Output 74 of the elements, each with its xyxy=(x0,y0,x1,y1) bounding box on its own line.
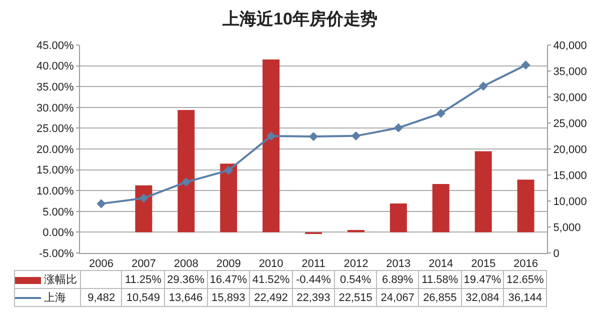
point xyxy=(139,194,148,203)
y-tick-label: -5.00% xyxy=(38,248,74,260)
bar xyxy=(262,59,280,232)
data-label: 19.47% xyxy=(461,270,504,288)
y-tick-label: 5.00% xyxy=(42,206,74,218)
y2-tick-label: 40,000 xyxy=(553,40,587,52)
x-tick-label: 2011 xyxy=(302,258,326,270)
y-tick-label: 10.00% xyxy=(36,185,74,198)
x-tick-label: 2015 xyxy=(471,258,496,270)
y2-tick-label: 15,000 xyxy=(553,170,587,182)
y-tick-label: 0.00% xyxy=(42,227,74,240)
point xyxy=(266,131,276,141)
data-label: 15,893 xyxy=(207,288,250,306)
data-label: 22,515 xyxy=(334,288,377,306)
y2-tick-label: 25,000 xyxy=(553,118,587,130)
data-label: 9,482 xyxy=(80,288,122,306)
bar xyxy=(432,184,450,232)
y2-tick-label: 35,000 xyxy=(553,66,587,78)
y-tick-label: 40.00% xyxy=(36,60,74,73)
point xyxy=(308,132,318,142)
point xyxy=(182,177,191,187)
data-label: 0.54% xyxy=(334,270,377,288)
x-tick-label: 2016 xyxy=(514,258,538,270)
data-label: 10,549 xyxy=(122,288,164,306)
y2-tick-label: 30,000 xyxy=(553,92,587,104)
chart-title: 上海近10年房价走势 xyxy=(222,10,378,29)
bar xyxy=(474,151,492,232)
data-label: 36,144 xyxy=(504,288,546,306)
x-tick-label: 2010 xyxy=(258,258,284,270)
x-tick-label: 2006 xyxy=(88,258,114,270)
data-label: 26,855 xyxy=(418,288,462,306)
data-label: 32,084 xyxy=(461,288,504,306)
data-label: 29.36% xyxy=(164,270,208,288)
data-label: 41.52% xyxy=(250,270,292,288)
data-label: 22,492 xyxy=(250,288,292,306)
bar xyxy=(220,164,238,232)
point xyxy=(478,82,488,91)
data-label: 6.89% xyxy=(376,270,419,288)
data-label: 16.47% xyxy=(207,270,250,288)
y-tick-label: 30.00% xyxy=(36,102,74,114)
data-label: 22,393 xyxy=(292,288,335,306)
data-label: 11.58% xyxy=(418,270,462,288)
bar xyxy=(390,204,407,232)
point xyxy=(96,199,106,208)
legend-label: 涨幅比 xyxy=(44,274,77,286)
bar xyxy=(135,185,152,232)
data-label: 11.25% xyxy=(122,270,164,288)
x-tick-label: 2014 xyxy=(428,258,454,270)
point xyxy=(351,131,360,140)
bar xyxy=(517,180,534,232)
y-tick-label: 35.00% xyxy=(36,81,74,94)
data-label: 24,067 xyxy=(376,288,419,306)
point xyxy=(224,166,234,175)
y-tick-label: 25.00% xyxy=(36,123,74,136)
data-label: 13,646 xyxy=(164,288,208,306)
point xyxy=(436,108,446,118)
x-tick-label: 2008 xyxy=(174,258,198,270)
x-tick-label: 2013 xyxy=(386,258,411,270)
y-tick-label: 45.00% xyxy=(36,40,74,52)
x-tick-label: 2007 xyxy=(131,258,156,270)
y2-tick-label: 0 xyxy=(553,248,560,260)
bar xyxy=(178,110,195,232)
x-tick-label: 2009 xyxy=(216,258,241,270)
data-label: 12.65% xyxy=(504,270,546,288)
point xyxy=(521,60,530,70)
y2-tick-label: 10,000 xyxy=(553,196,587,208)
y2-tick-label: 5,000 xyxy=(553,222,581,234)
data-label: -0.44% xyxy=(292,270,335,288)
x-tick-label: 2012 xyxy=(344,258,368,270)
y-tick-label: 20.00% xyxy=(36,144,74,156)
legend-label: 上海 xyxy=(44,292,66,304)
y2-tick-label: 20,000 xyxy=(553,144,587,156)
y-tick-label: 15.00% xyxy=(36,164,74,177)
point xyxy=(394,123,403,132)
